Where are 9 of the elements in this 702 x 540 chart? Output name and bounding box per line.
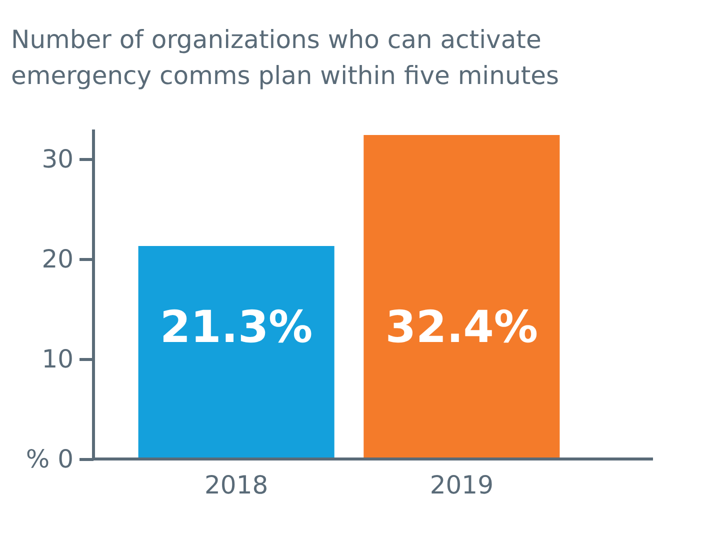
x-tick-label: 2019: [430, 470, 494, 500]
x-tick-label: 2018: [204, 470, 268, 500]
chart-title: Number of organizations who can activate emergency comms plan within five minutes: [11, 25, 560, 90]
y-tick-label: 20: [42, 244, 74, 274]
y-tick-label: 10: [42, 344, 74, 374]
y-tick-label: % 0: [26, 444, 74, 474]
data-label: 21.3%: [160, 302, 313, 353]
y-tick-label: 30: [42, 144, 74, 174]
data-label: 32.4%: [385, 302, 538, 353]
